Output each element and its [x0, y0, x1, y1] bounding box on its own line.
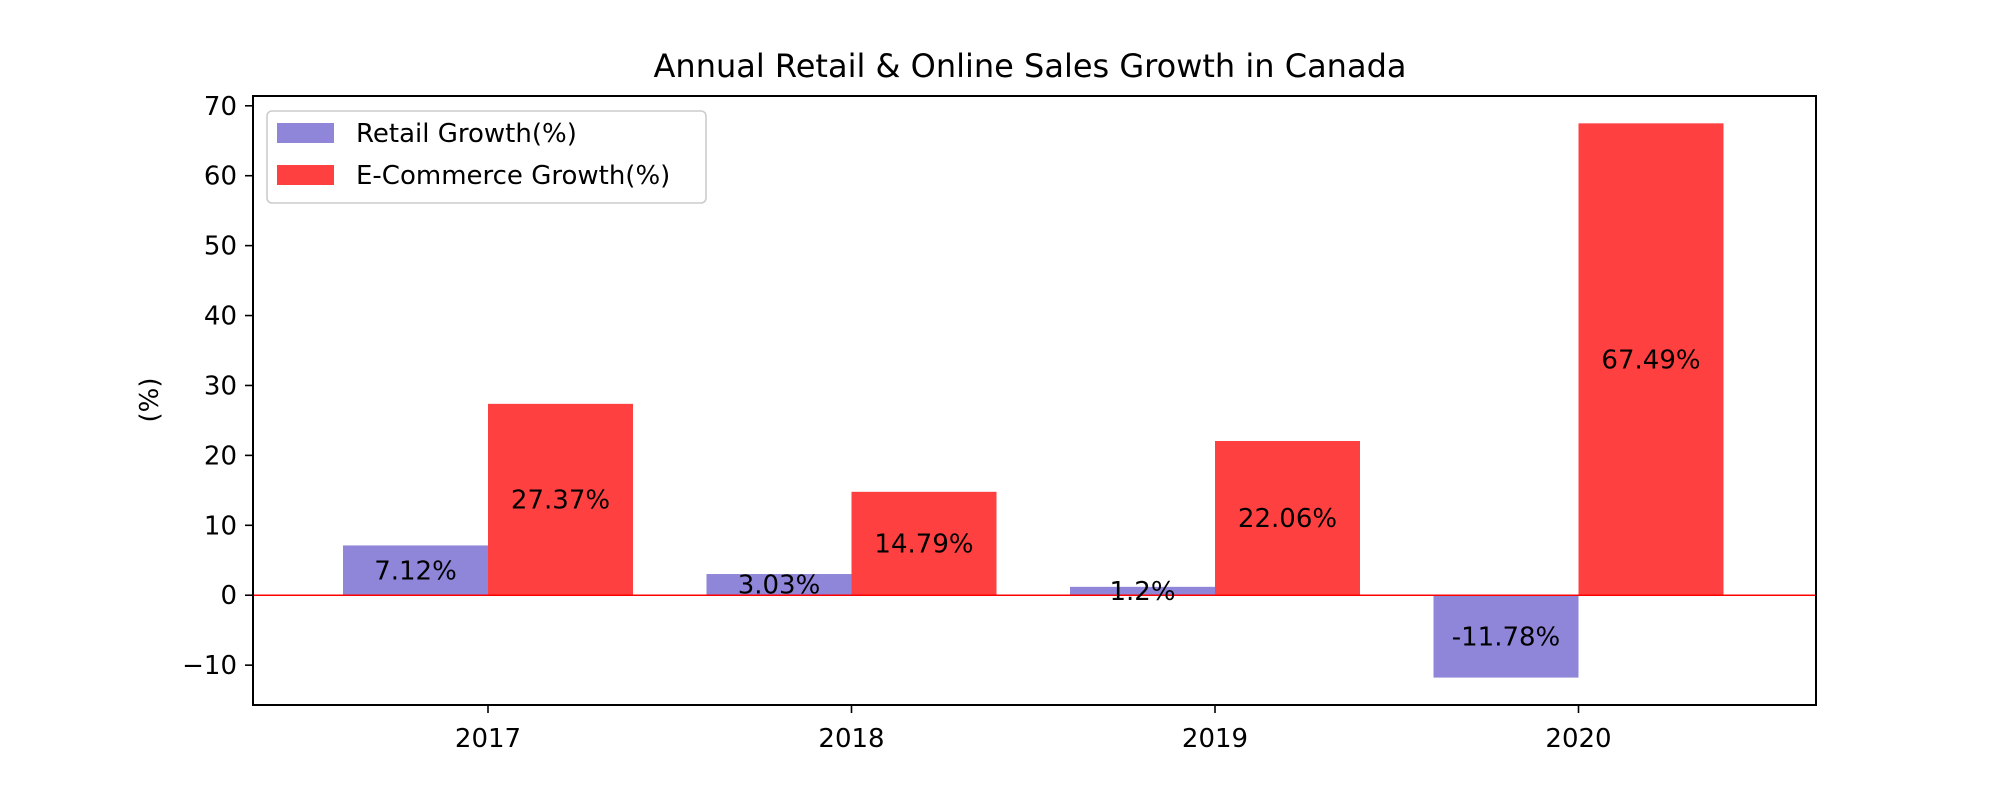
data-label: 22.06%: [1238, 504, 1337, 534]
y-tick-label: 60: [204, 162, 237, 192]
data-label: 67.49%: [1601, 345, 1700, 375]
data-label: 1.2%: [1109, 577, 1175, 607]
legend-label: Retail Growth(%): [356, 119, 577, 149]
data-label: -11.78%: [1452, 622, 1561, 652]
y-tick-label: 0: [220, 581, 237, 611]
y-axis-label: (%): [135, 378, 165, 423]
data-label: 27.37%: [511, 486, 610, 516]
bar-2018-retail: [706, 574, 852, 596]
y-tick-label: 50: [204, 232, 237, 262]
bar-2019-ecommerce: [1215, 440, 1360, 596]
x-tick-label: 2018: [818, 724, 884, 754]
y-tick-label: 10: [204, 511, 237, 541]
chart-title: Annual Retail & Online Sales Growth in C…: [654, 47, 1407, 85]
bar-2017-retail: [343, 545, 488, 596]
legend-swatch: [277, 123, 334, 143]
legend-box: [266, 110, 707, 204]
y-tick-label: 30: [204, 371, 237, 401]
x-tick-label: 2019: [1182, 724, 1248, 754]
bar-2020-ecommerce: [1578, 123, 1724, 596]
y-tick-label: 20: [204, 441, 237, 471]
data-label: 3.03%: [738, 571, 821, 601]
y-tick-label: 40: [204, 302, 237, 332]
legend-swatch: [277, 165, 334, 185]
data-label: 7.12%: [374, 556, 457, 586]
bar-2019-retail: [1070, 586, 1215, 596]
data-label: 14.79%: [874, 530, 973, 560]
x-tick-label: 2020: [1545, 724, 1611, 754]
plot-frame: [252, 95, 1817, 706]
y-tick-label: −10: [182, 651, 237, 681]
legend: Retail Growth(%) E-Commerce Growth(%): [266, 110, 707, 204]
bar-2018-ecommerce: [851, 491, 997, 596]
bar-2017-ecommerce: [488, 403, 633, 596]
y-tick-label: 70: [204, 92, 237, 122]
legend-label: E-Commerce Growth(%): [356, 161, 670, 191]
x-tick-label: 2017: [455, 724, 521, 754]
bar-2020-retail: [1433, 595, 1579, 678]
plot-area: 7.12% 3.03% 1.2% -11.78% 27.37% 14.79% 22.06% 6…: [182, 92, 1817, 754]
